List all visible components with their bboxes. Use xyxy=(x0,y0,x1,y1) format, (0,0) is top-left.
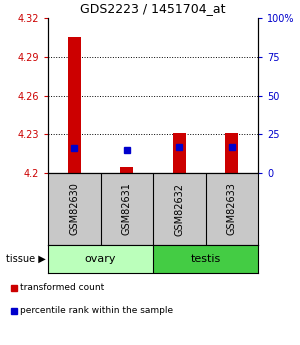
Bar xyxy=(225,133,238,173)
Text: GSM82631: GSM82631 xyxy=(122,183,132,235)
Bar xyxy=(153,245,258,273)
Text: GSM82633: GSM82633 xyxy=(227,183,237,235)
Text: testis: testis xyxy=(190,254,220,264)
Text: GSM82630: GSM82630 xyxy=(69,183,79,235)
Text: tissue ▶: tissue ▶ xyxy=(6,254,46,264)
Bar xyxy=(173,133,186,173)
Text: ovary: ovary xyxy=(85,254,116,264)
Text: GDS2223 / 1451704_at: GDS2223 / 1451704_at xyxy=(80,2,226,16)
Text: GSM82632: GSM82632 xyxy=(174,183,184,236)
Bar xyxy=(48,245,153,273)
Bar xyxy=(68,37,81,173)
Text: percentile rank within the sample: percentile rank within the sample xyxy=(20,306,173,315)
Bar xyxy=(120,167,133,173)
Text: transformed count: transformed count xyxy=(20,284,104,293)
